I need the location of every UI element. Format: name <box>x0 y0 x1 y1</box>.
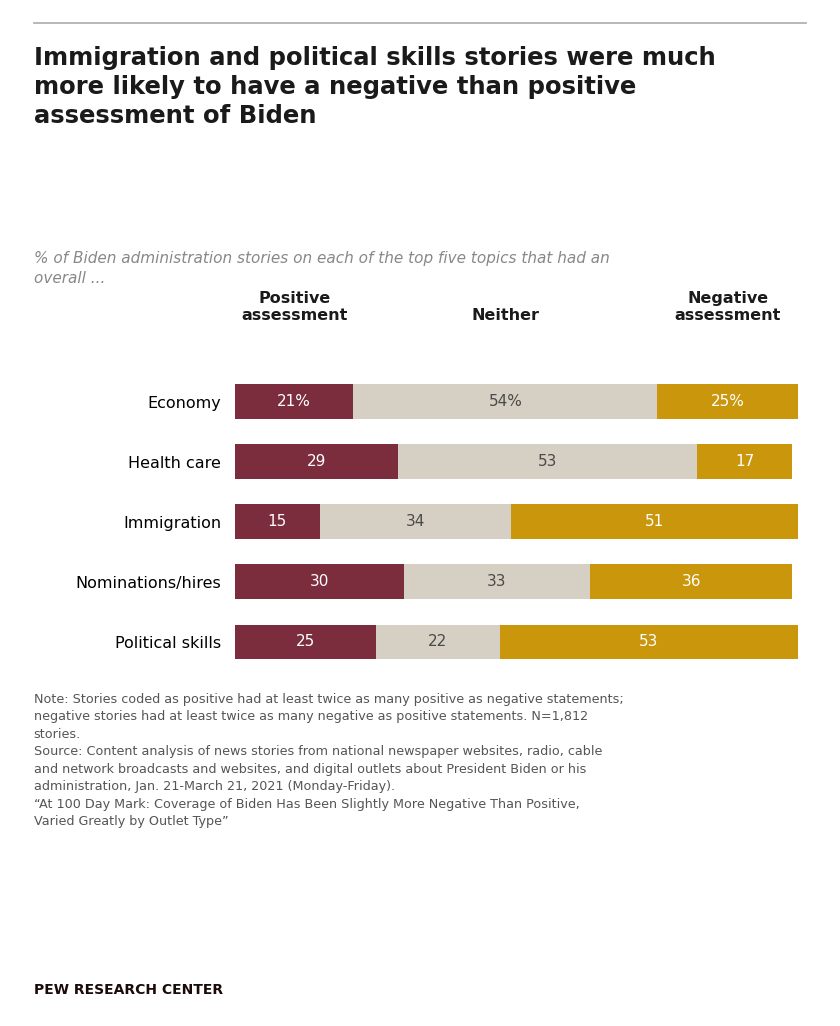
Text: 34: 34 <box>406 514 425 529</box>
Text: 53: 53 <box>538 455 557 469</box>
Text: Negative
assessment: Negative assessment <box>675 291 781 323</box>
Bar <box>376 625 500 660</box>
Bar <box>320 505 511 540</box>
Text: PEW RESEARCH CENTER: PEW RESEARCH CENTER <box>34 983 223 997</box>
Text: 22: 22 <box>428 634 448 649</box>
Bar <box>590 564 792 599</box>
Text: 17: 17 <box>735 455 754 469</box>
Text: Neither: Neither <box>471 309 539 323</box>
Bar <box>696 444 792 479</box>
Bar <box>500 625 798 660</box>
Text: 25: 25 <box>296 634 315 649</box>
Bar <box>235 444 398 479</box>
Bar <box>354 384 657 419</box>
Text: 54%: 54% <box>488 394 522 409</box>
Text: Positive
assessment: Positive assessment <box>241 291 348 323</box>
Text: Immigration and political skills stories were much
more likely to have a negativ: Immigration and political skills stories… <box>34 46 716 127</box>
Text: 25%: 25% <box>711 394 744 409</box>
Text: 29: 29 <box>307 455 327 469</box>
Text: 15: 15 <box>268 514 287 529</box>
Bar <box>235 505 320 540</box>
Text: 36: 36 <box>681 575 701 589</box>
Text: 53: 53 <box>639 634 659 649</box>
Bar <box>398 444 696 479</box>
Text: 21%: 21% <box>277 394 312 409</box>
Bar <box>235 384 354 419</box>
Text: % of Biden administration stories on each of the top five topics that had an
ove: % of Biden administration stories on eac… <box>34 251 609 286</box>
Bar <box>657 384 798 419</box>
Text: 51: 51 <box>645 514 664 529</box>
Bar <box>235 564 404 599</box>
Text: Note: Stories coded as positive had at least twice as many positive as negative : Note: Stories coded as positive had at l… <box>34 693 623 828</box>
Text: 33: 33 <box>487 575 507 589</box>
Bar <box>235 625 376 660</box>
Bar <box>404 564 590 599</box>
Bar <box>511 505 798 540</box>
Text: 30: 30 <box>310 575 329 589</box>
